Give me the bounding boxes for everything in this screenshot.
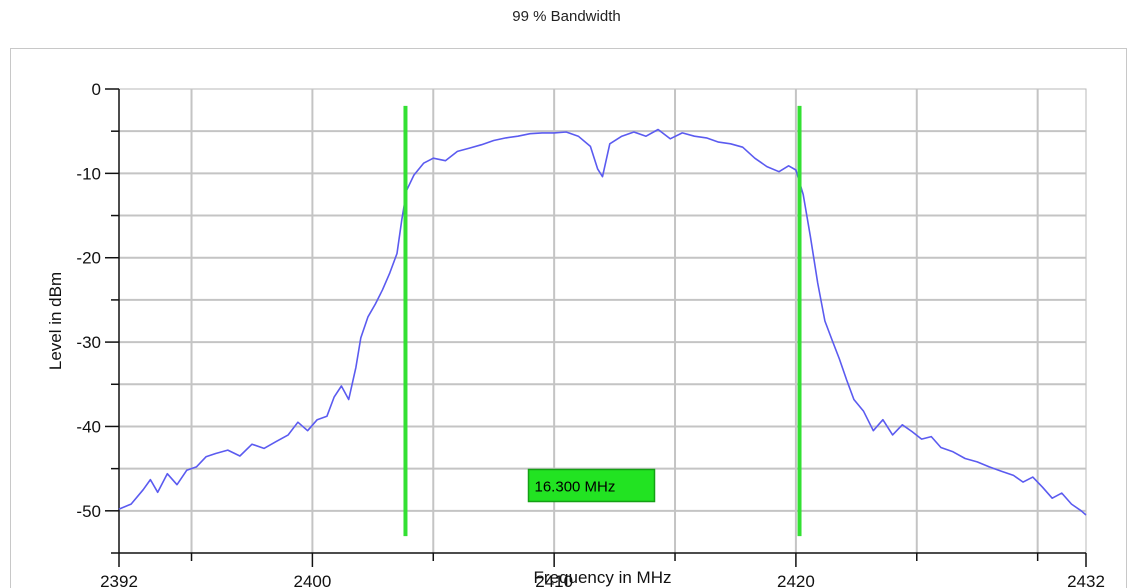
x-tick-label: 2392 [100, 572, 138, 588]
x-tick-label: 2400 [293, 572, 331, 588]
chart-panel: 16.300 MHz 0 -10 -20 -30 -40 -50 2392 2400 2410 2… [10, 48, 1127, 588]
y-axis-title: Level in dBm [46, 272, 65, 370]
spectrum-trace [118, 128, 1087, 516]
bandwidth-chart: 16.300 MHz 0 -10 -20 -30 -40 -50 2392 2400 2410 2… [46, 80, 1105, 588]
y-tick-label: -30 [76, 333, 101, 352]
y-tick-label: 0 [92, 80, 101, 99]
x-tick-label: 2432 [1067, 572, 1105, 588]
y-tick-label: -40 [76, 417, 101, 436]
page-title: 99 % Bandwidth [512, 8, 621, 25]
x-axis-title: Frequency in MHz [534, 568, 672, 587]
bandwidth-label: 16.300 MHz [535, 479, 616, 496]
y-tick-label: -20 [76, 249, 101, 268]
x-tick-label: 2410 [535, 572, 573, 588]
y-tick-label: -50 [76, 502, 101, 521]
x-tick-label: 2420 [777, 572, 815, 588]
y-tick-label: -10 [76, 164, 101, 183]
bandwidth-label-box [527, 468, 656, 503]
